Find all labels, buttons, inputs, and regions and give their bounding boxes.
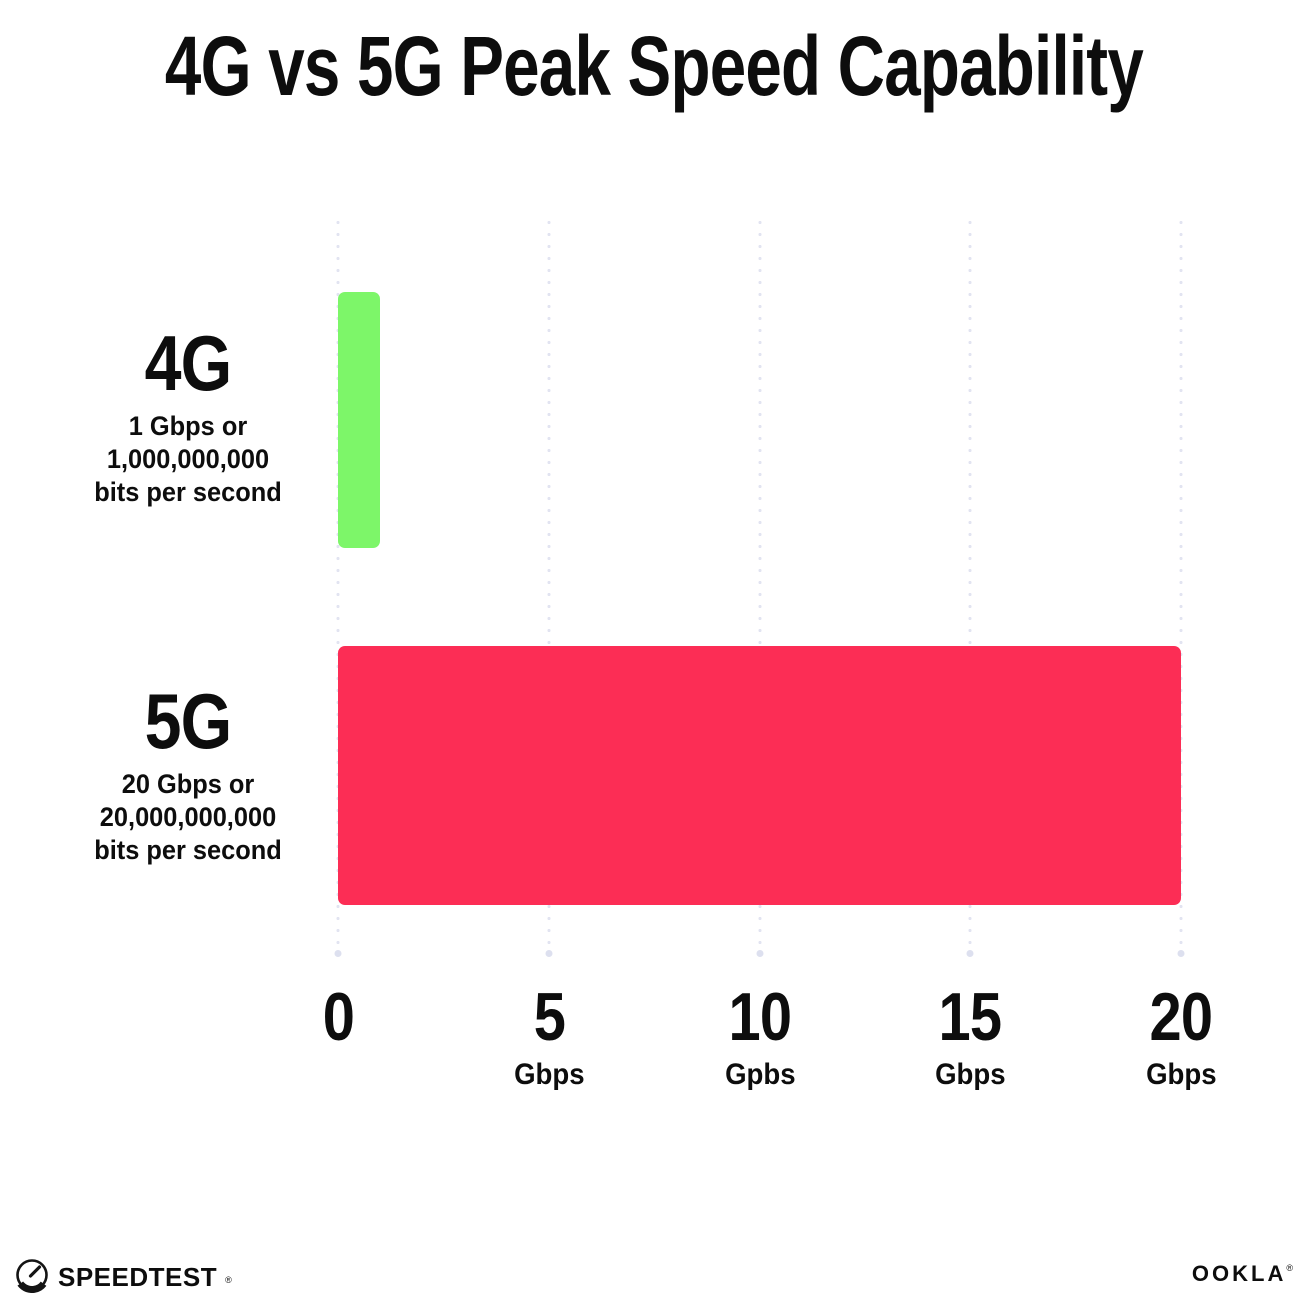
row-desc-4g-line3: bits per second xyxy=(94,477,282,507)
gridline-5 xyxy=(547,220,551,950)
x-tick-20-value: 20 xyxy=(1149,979,1213,1055)
gridline-20 xyxy=(1179,220,1183,950)
bar-5g xyxy=(338,646,1181,905)
x-tick-5: 5 Gbps xyxy=(439,979,659,1092)
x-tick-15-unit: Gbps xyxy=(934,1058,1006,1091)
row-label-5g: 5G 20 Gbps or 20,000,000,000 bits per se… xyxy=(28,682,348,867)
x-tick-10-value: 10 xyxy=(728,979,792,1055)
ookla-logo: OOKLA ® xyxy=(1192,1261,1293,1287)
x-tick-20: 20 Gbps xyxy=(1071,979,1291,1092)
gridline-15 xyxy=(968,220,972,950)
x-tick-5-unit: Gbps xyxy=(513,1058,585,1091)
x-tick-0-value: 0 xyxy=(322,979,354,1055)
row-label-4g: 4G 1 Gbps or 1,000,000,000 bits per seco… xyxy=(28,324,348,509)
row-name-5g: 5G xyxy=(144,677,233,765)
x-tick-10-unit: Gpbs xyxy=(724,1058,796,1091)
x-tick-15-value: 15 xyxy=(938,979,1002,1055)
row-desc-5g-line2: 20,000,000,000 xyxy=(99,802,277,832)
row-desc-4g-line1: 1 Gbps or xyxy=(128,411,248,441)
x-tick-20-unit: Gbps xyxy=(1145,1058,1217,1091)
x-tick-10: 10 Gpbs xyxy=(650,979,870,1092)
chart-title-text: 4G vs 5G Peak Speed Capability xyxy=(164,19,1144,113)
row-desc-5g-line3: bits per second xyxy=(94,835,282,865)
gridline-10 xyxy=(758,220,762,950)
x-tick-0: 0 xyxy=(228,979,448,1092)
gridline-0 xyxy=(336,220,340,950)
chart-title: 4G vs 5G Peak Speed Capability xyxy=(0,18,1308,115)
row-desc-5g: 20 Gbps or 20,000,000,000 bits per secon… xyxy=(28,768,348,867)
ookla-registered-mark: ® xyxy=(1286,1263,1293,1273)
speedtest-logo: SPEEDTEST ® xyxy=(14,1257,232,1298)
speedtest-wordmark: SPEEDTEST xyxy=(58,1262,218,1292)
row-name-4g: 4G xyxy=(144,319,233,407)
row-desc-5g-line1: 20 Gbps or xyxy=(121,769,255,799)
speedtest-gauge-icon xyxy=(14,1257,50,1298)
x-tick-5-value: 5 xyxy=(533,979,565,1055)
row-desc-4g-line2: 1,000,000,000 xyxy=(106,444,270,474)
row-desc-4g: 1 Gbps or 1,000,000,000 bits per second xyxy=(28,410,348,509)
ookla-wordmark: OOKLA xyxy=(1191,1261,1287,1286)
bar-4g xyxy=(338,292,380,548)
speedtest-registered-mark: ® xyxy=(225,1274,232,1285)
x-tick-15: 15 Gbps xyxy=(860,979,1080,1092)
